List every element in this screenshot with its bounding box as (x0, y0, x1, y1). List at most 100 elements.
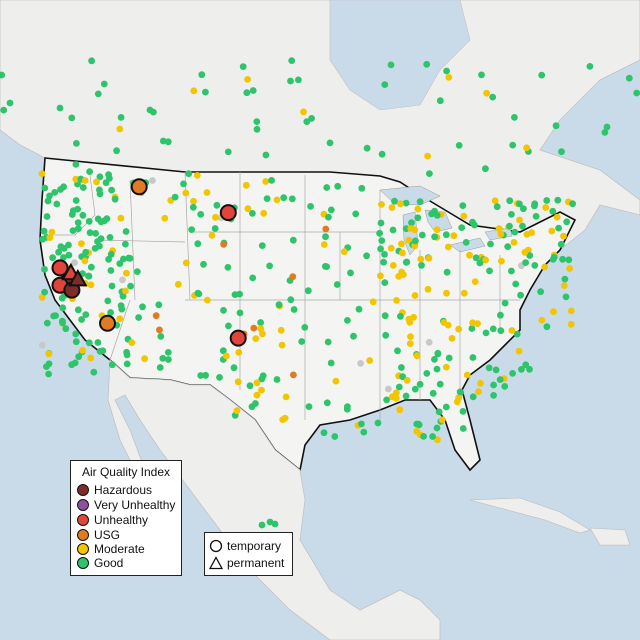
monitor-dot (97, 235, 105, 243)
monitor-dot (236, 309, 244, 317)
monitor-dot (304, 287, 312, 295)
monitor-dot (554, 196, 562, 204)
monitor-dot (278, 341, 286, 349)
monitor-dot (288, 57, 296, 64)
monitor-dot (531, 262, 539, 269)
monitor-dot (520, 205, 527, 213)
monitor-dot (508, 267, 515, 275)
monitor-dot (523, 144, 530, 152)
monitor-dot (434, 436, 441, 444)
monitor-dot (189, 203, 197, 211)
monitor-dot (78, 240, 85, 248)
monitor-dot (253, 391, 261, 399)
monitor-dot (280, 194, 288, 202)
hazardous-swatch-icon (77, 484, 89, 496)
monitor-dot (397, 312, 404, 320)
monitor-dot (463, 371, 471, 379)
monitor-dot (41, 184, 49, 192)
legend-item-permanent: permanent (209, 555, 284, 571)
monitor-dot (253, 118, 261, 125)
monitor-dot (416, 198, 424, 206)
monitor-dot (326, 139, 334, 147)
monitor-dot (429, 433, 436, 440)
monitor-dot (122, 240, 129, 248)
monitor-dot (135, 314, 143, 321)
monitor-dot (501, 299, 509, 307)
monitor-dot (141, 355, 149, 363)
monitor-dot (53, 200, 61, 208)
monitor-dot (87, 263, 95, 271)
monitor-dot (165, 356, 172, 363)
monitor-dot (50, 312, 57, 320)
permanent-monitor-marker (68, 268, 88, 287)
monitor-dot (466, 251, 473, 259)
monitor-dot (258, 521, 266, 529)
monitor-dot (489, 325, 497, 333)
temporary-monitor-marker (229, 329, 247, 347)
monitor-dot (334, 182, 342, 190)
monitor-dot (155, 301, 163, 309)
monitor-dot (377, 219, 385, 227)
monitor-dot (116, 125, 124, 133)
monitor-dot (323, 184, 331, 191)
monitor-dot (244, 76, 252, 83)
monitor-dot (381, 251, 388, 258)
monitor-dot (477, 379, 484, 387)
monitor-dot (495, 225, 503, 233)
monitor-sites (0, 57, 640, 529)
monitor-dot (152, 312, 160, 320)
monitor-dot (188, 226, 196, 234)
monitor-dot (378, 201, 385, 208)
monitor-dot (252, 400, 259, 407)
monitor-dot (601, 129, 609, 136)
monitor-dot (548, 227, 556, 235)
monitor-dot (516, 200, 523, 208)
monitor-dot (224, 148, 232, 156)
monitor-dot (431, 233, 438, 241)
monitor-dot (435, 408, 443, 416)
monitor-dot (81, 177, 89, 184)
monitor-dot (0, 106, 8, 114)
monitor-dot (385, 385, 392, 393)
monitor-dot (253, 125, 261, 133)
monitor-dot (497, 311, 504, 319)
monitor-dot (552, 122, 560, 130)
monitor-dot (307, 203, 314, 210)
legend-item-unhealthy: Unhealthy (77, 513, 148, 527)
legend-item-hazardous: Hazardous (77, 483, 152, 497)
monitor-dot (182, 189, 190, 197)
monitor-dot (424, 285, 432, 293)
monitor-dot (252, 335, 260, 342)
monitor-dot (249, 210, 256, 217)
monitor-dot (458, 224, 466, 232)
monitor-dot (374, 419, 382, 427)
monitor-dot (393, 297, 400, 304)
monitor-dot (197, 372, 205, 379)
monitor-dot (235, 349, 243, 356)
monitor-dot (55, 248, 62, 256)
monitor-dot (445, 354, 453, 362)
monitor-dot (563, 218, 571, 226)
monitor-dot (69, 227, 77, 235)
monitor-dot (355, 305, 363, 313)
monitor-dot (412, 237, 419, 245)
monitor-dot (111, 195, 119, 203)
monitor-dot (482, 329, 490, 337)
monitor-dot (399, 249, 406, 257)
monitor-dot (126, 255, 134, 262)
monitor-dot (542, 204, 550, 211)
monitor-dot (74, 205, 81, 213)
monitor-dot (190, 197, 197, 205)
monitor-dot (92, 230, 99, 237)
highlighted-monitors (51, 178, 247, 347)
monitor-dot (287, 77, 294, 85)
monitor-dot (376, 229, 383, 237)
monitor-dot (562, 293, 570, 301)
monitor-dot (180, 180, 187, 188)
monitor-dot (81, 257, 89, 265)
monitor-dot (82, 248, 90, 256)
monitor-dot (212, 213, 219, 221)
legend-item-temporary: temporary (209, 538, 281, 554)
monitor-dot (398, 268, 405, 276)
monitor-dot (85, 339, 93, 347)
